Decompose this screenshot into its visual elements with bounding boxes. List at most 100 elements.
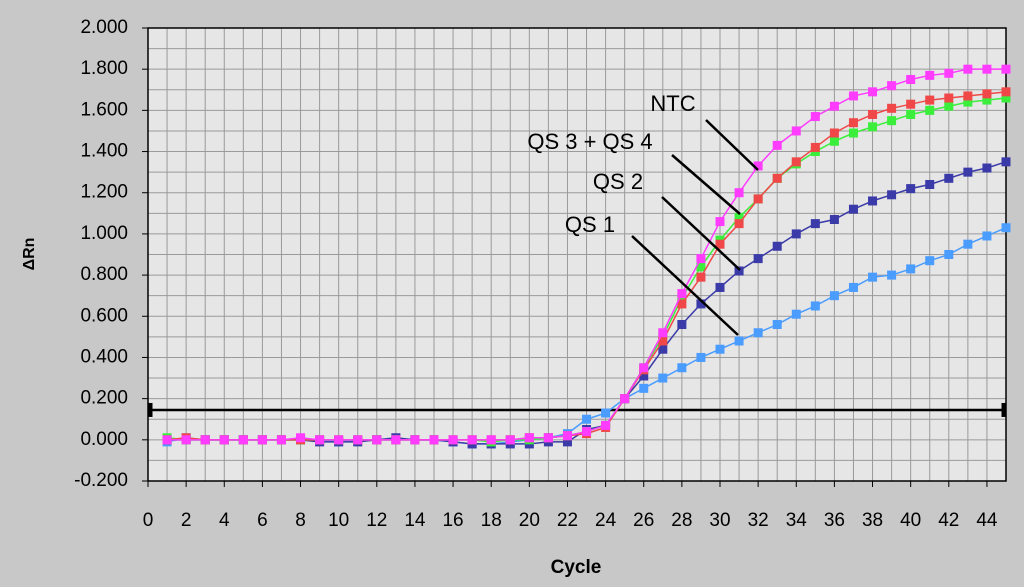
data-point xyxy=(715,217,725,227)
data-point xyxy=(810,219,820,229)
data-point xyxy=(601,420,611,430)
x-tick-label: 12 xyxy=(366,510,387,531)
data-point xyxy=(829,214,839,224)
x-tick-label: 38 xyxy=(862,510,883,531)
data-point xyxy=(944,101,954,111)
data-point xyxy=(276,435,286,445)
y-tick-label: 1.000 xyxy=(80,223,128,244)
x-tick-label: 34 xyxy=(786,510,808,531)
data-point xyxy=(868,272,878,282)
data-point xyxy=(162,435,172,445)
data-point xyxy=(982,64,992,74)
data-point xyxy=(791,126,801,136)
data-point xyxy=(848,91,858,101)
data-point xyxy=(257,435,267,445)
data-point xyxy=(982,95,992,105)
x-tick-label: 18 xyxy=(481,510,502,531)
data-point xyxy=(772,173,782,183)
data-point xyxy=(219,435,229,445)
data-point xyxy=(963,239,973,249)
data-point xyxy=(734,336,744,346)
data-point xyxy=(696,352,706,362)
annotation-pointer xyxy=(705,119,759,171)
data-point xyxy=(772,320,782,330)
data-point xyxy=(601,408,611,418)
data-point xyxy=(982,163,992,173)
data-point xyxy=(658,344,668,354)
data-point xyxy=(543,433,553,443)
data-point xyxy=(829,291,839,301)
y-tick-label: 1.800 xyxy=(80,58,128,79)
data-point xyxy=(829,101,839,111)
data-point xyxy=(658,336,668,346)
data-point xyxy=(677,299,687,309)
data-point xyxy=(715,344,725,354)
data-point xyxy=(658,328,668,338)
data-point xyxy=(734,212,744,222)
data-point xyxy=(734,219,744,229)
data-point xyxy=(200,435,210,445)
data-point xyxy=(753,254,763,264)
annotation-pointer xyxy=(631,235,739,336)
x-tick-label: 32 xyxy=(748,510,769,531)
data-point xyxy=(848,118,858,128)
data-point xyxy=(963,167,973,177)
annotation: NTC xyxy=(650,91,695,116)
data-point xyxy=(410,435,420,445)
data-point xyxy=(1001,223,1011,233)
threshold-handle xyxy=(147,402,153,417)
data-point xyxy=(791,229,801,239)
data-point xyxy=(1001,93,1011,103)
x-tick-label: 10 xyxy=(328,510,349,531)
data-point xyxy=(677,320,687,330)
data-point xyxy=(906,109,916,119)
y-axis-label: ΔRn xyxy=(21,238,38,271)
y-tick-label: 0.200 xyxy=(80,388,128,409)
data-point xyxy=(639,371,649,381)
data-point xyxy=(887,270,897,280)
data-point xyxy=(1001,64,1011,74)
x-tick-label: 20 xyxy=(519,510,540,531)
x-tick-label: 42 xyxy=(938,510,959,531)
x-axis-label: Cycle xyxy=(551,557,602,578)
data-point xyxy=(582,414,592,424)
data-point xyxy=(868,122,878,132)
x-tick-label: 8 xyxy=(295,510,306,531)
x-tick-label: 44 xyxy=(976,510,998,531)
y-tick-label: 0.000 xyxy=(80,429,128,450)
data-point xyxy=(982,231,992,241)
x-tick-label: 40 xyxy=(900,510,921,531)
annotation-pointer xyxy=(661,196,741,271)
data-point xyxy=(925,105,935,115)
data-point xyxy=(315,435,325,445)
data-point xyxy=(810,142,820,152)
data-point xyxy=(906,74,916,84)
data-point xyxy=(925,95,935,105)
x-tick-label: 24 xyxy=(595,510,617,531)
x-tick-label: 4 xyxy=(219,510,230,531)
data-point xyxy=(925,70,935,80)
data-point xyxy=(848,128,858,138)
data-point xyxy=(753,161,763,171)
data-point xyxy=(944,173,954,183)
x-tick-label: 2 xyxy=(181,510,192,531)
data-point xyxy=(658,373,668,383)
data-point xyxy=(429,435,439,445)
y-tick-label: -0.200 xyxy=(74,470,128,491)
data-point xyxy=(734,266,744,276)
data-point xyxy=(238,435,248,445)
data-point xyxy=(868,109,878,119)
data-point xyxy=(982,89,992,99)
data-point xyxy=(467,435,477,445)
data-point xyxy=(334,435,344,445)
data-point xyxy=(887,81,897,91)
data-point xyxy=(906,99,916,109)
data-point xyxy=(753,328,763,338)
data-point xyxy=(448,435,458,445)
plot-border xyxy=(147,27,1007,482)
data-point xyxy=(696,272,706,282)
x-tick-label: 22 xyxy=(557,510,578,531)
data-point xyxy=(696,299,706,309)
